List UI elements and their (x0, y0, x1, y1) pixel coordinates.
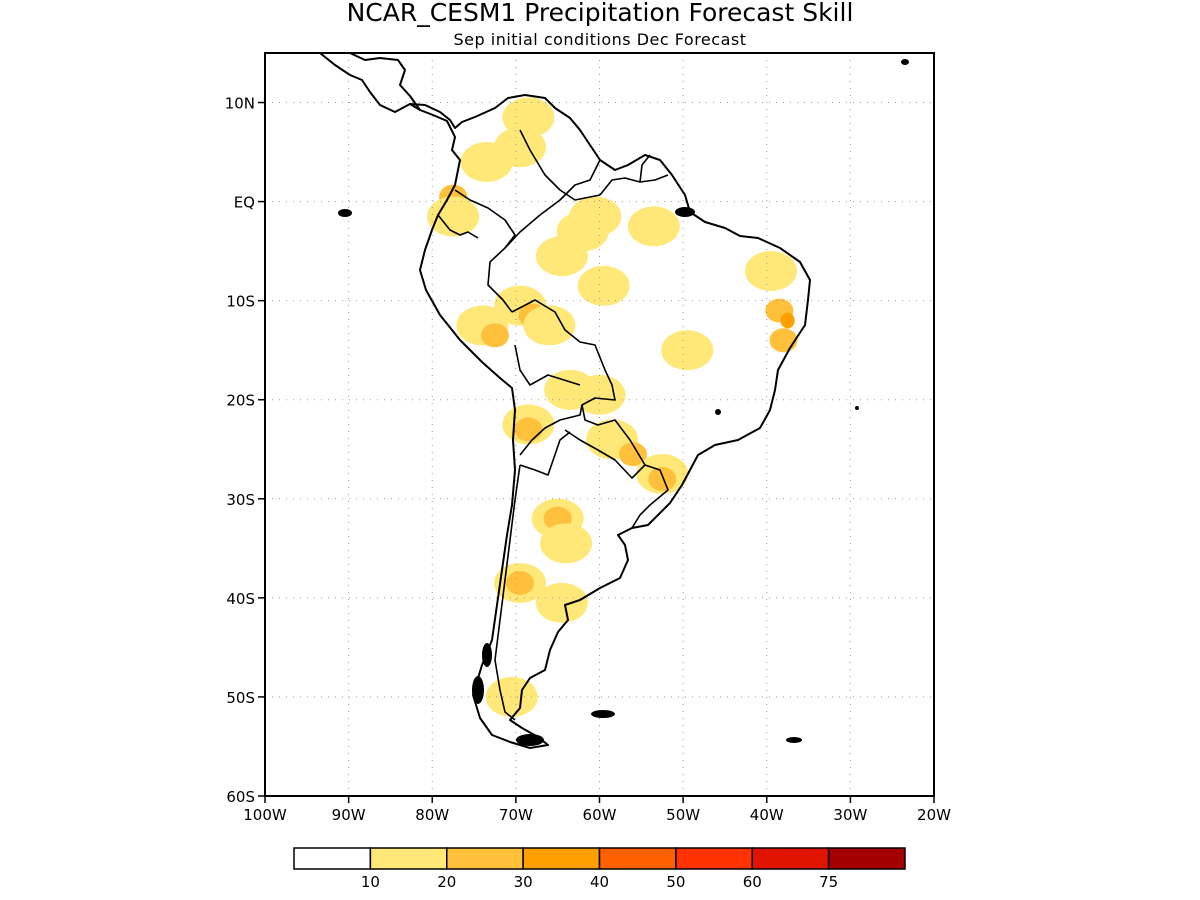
lon-tick-label: 70W (499, 806, 533, 824)
lon-tick-label: 80W (415, 806, 449, 824)
lon-tick-label: 60W (583, 806, 617, 824)
colorbar-label: 60 (743, 873, 762, 891)
skill-region-16 (514, 417, 543, 442)
lat-tick-label: 10N (225, 95, 255, 113)
lat-tick-label: 20S (226, 392, 255, 410)
skill-region-31 (780, 312, 795, 329)
lat-tick-label: EQ (234, 194, 255, 212)
colorbar: 10 20 30 40 50 60 75 (293, 847, 906, 891)
skill-region-10 (523, 305, 576, 346)
skill-region-33 (627, 206, 680, 247)
lat-tick-label: 30S (226, 491, 255, 509)
lon-tick-label: 50W (666, 806, 700, 824)
country-borders (437, 129, 669, 721)
skill-region-3 (460, 141, 513, 182)
islands (338, 59, 909, 746)
colorbar-swatch (827, 847, 906, 870)
lat-tick-label: 10S (226, 293, 255, 311)
skill-region-4 (502, 97, 555, 138)
central-america-coastline (265, 53, 421, 113)
lon-tick-label: 20W (917, 806, 951, 824)
colorbar-swatch (598, 847, 677, 870)
skill-shading (427, 97, 798, 717)
longitude-axis: 100W 90W 80W 70W 60W 50W 40W 30W 20W (243, 796, 951, 824)
skill-region-7 (577, 265, 630, 306)
skill-region-1 (427, 196, 480, 237)
skill-region-32 (769, 328, 798, 353)
skill-region-29 (744, 250, 797, 291)
colorbar-swatch (446, 847, 524, 870)
skill-region-27 (485, 676, 538, 717)
lat-tick-label: 40S (226, 590, 255, 608)
skill-region-34 (556, 211, 609, 252)
colorbar-swatch (522, 847, 601, 870)
colorbar-swatch (751, 847, 830, 870)
skill-region-28 (661, 330, 714, 371)
chart-subtitle: Sep initial conditions Dec Forecast (454, 30, 747, 49)
lon-tick-label: 90W (332, 806, 366, 824)
lat-tick-label: 50S (226, 689, 255, 707)
latitude-axis: 10N EQ 10S 20S 30S 40S 50S 60S (225, 95, 265, 806)
colorbar-swatch (293, 847, 372, 870)
skill-region-18 (618, 442, 647, 467)
colorbar-label: 20 (437, 873, 456, 891)
colorbar-label: 75 (819, 873, 838, 891)
colorbar-label: 40 (590, 873, 609, 891)
lon-tick-label: 30W (833, 806, 867, 824)
skill-region-12 (480, 323, 509, 348)
colorbar-label: 50 (666, 873, 685, 891)
lon-tick-label: 40W (750, 806, 784, 824)
coastlines (265, 53, 909, 749)
colorbar-swatch (369, 847, 448, 870)
colorbar-label: 10 (361, 873, 380, 891)
chart-title: NCAR_CESM1 Precipitation Forecast Skill (347, 0, 854, 27)
south-america-coastline (409, 94, 811, 749)
skill-region-20 (648, 466, 677, 491)
colorbar-swatch (675, 847, 753, 870)
colorbar-label: 30 (514, 873, 533, 891)
skill-region-25 (506, 571, 535, 596)
skill-region-26 (535, 582, 588, 623)
skill-region-23 (540, 523, 593, 564)
lon-tick-label: 100W (243, 806, 287, 824)
lat-tick-label: 60S (226, 788, 255, 806)
